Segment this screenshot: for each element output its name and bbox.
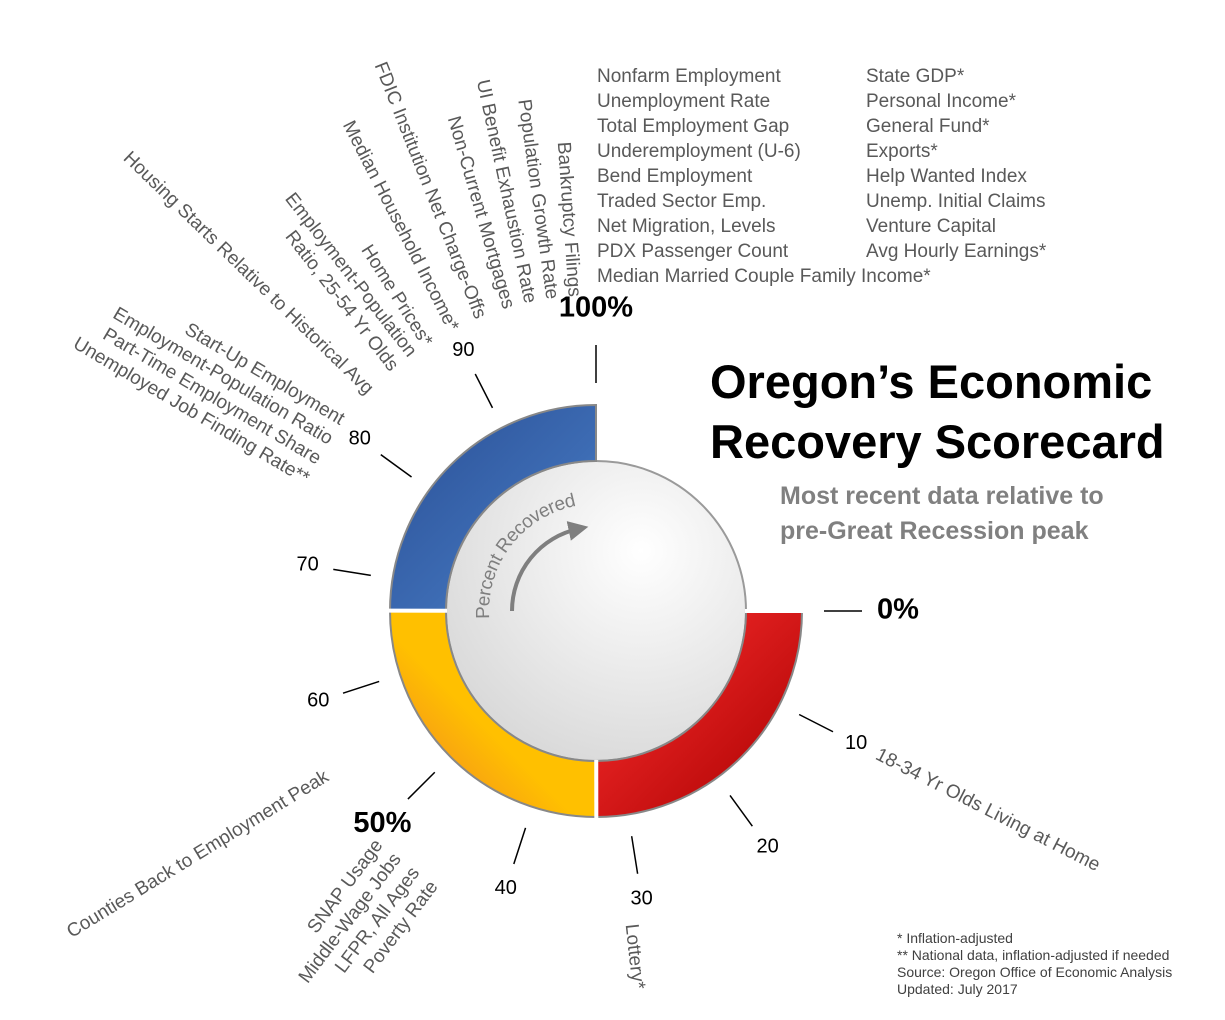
note: ** National data, inflation-adjusted if …: [897, 947, 1169, 963]
tick-label: 0%: [877, 594, 919, 626]
recovered-item: Nonfarm Employment: [597, 66, 781, 87]
recovered-item: Traded Sector Emp.: [597, 191, 766, 212]
tick-label: 10: [845, 732, 867, 754]
recovered-item: Bend Employment: [597, 166, 753, 187]
tick-label: 80: [349, 428, 371, 450]
tick-mark: [380, 454, 412, 478]
tick-label: 20: [757, 836, 779, 858]
tick-label: 90: [452, 339, 474, 361]
recovered-item: State GDP*: [866, 66, 965, 87]
tick-label: 50%: [353, 807, 411, 839]
subtitle-line: Most recent data relative to: [780, 482, 1104, 510]
indicator-label: Counties Back to Employment Peak: [63, 766, 333, 943]
tick-mark: [407, 771, 436, 800]
indicator-label: Lottery*: [621, 923, 649, 991]
tick-mark: [630, 836, 639, 874]
recovered-item: Help Wanted Index: [866, 166, 1027, 187]
recovered-item: Unemployment Rate: [597, 91, 770, 112]
title-line: Oregon’s Economic: [710, 355, 1152, 408]
recovered-item: Total Employment Gap: [597, 116, 789, 137]
recovered-item: Avg Hourly Earnings*: [866, 241, 1047, 262]
ring-segment: [388, 403, 597, 612]
title-line: Recovery Scorecard: [710, 415, 1165, 468]
tick-label: 70: [296, 554, 318, 576]
note: Source: Oregon Office of Economic Analys…: [897, 964, 1172, 980]
recovered-item: Venture Capital: [866, 216, 996, 237]
titles: Oregon’s Economic Recovery Scorecard Mos…: [710, 355, 1165, 545]
indicator: 18-34 Yr Olds Living at Home: [872, 744, 1103, 876]
recovered-item: Exports*: [866, 141, 938, 162]
tick-label: 60: [307, 690, 329, 712]
recovered-item: Personal Income*: [866, 91, 1017, 112]
subtitle-line: pre-Great Recession peak: [780, 517, 1089, 545]
tick-label: 100%: [559, 292, 633, 324]
tick-mark: [729, 795, 753, 827]
recovered-item: PDX Passenger Count: [597, 241, 789, 262]
indicator: Lottery*: [621, 923, 649, 991]
tick-mark: [333, 568, 371, 577]
recovered-item: Net Migration, Levels: [597, 216, 775, 237]
recovered-item: Unemp. Initial Claims: [866, 191, 1046, 212]
tick-mark: [513, 827, 527, 865]
indicator: Counties Back to Employment Peak: [63, 766, 333, 943]
tick-mark: [798, 713, 834, 733]
tick-mark: [474, 373, 494, 409]
tick-label: 40: [495, 877, 517, 899]
axis-arrow: [510, 521, 589, 612]
recovered-item: Median Married Couple Family Income*: [597, 266, 931, 287]
recovered-item: General Fund*: [866, 116, 990, 137]
recovered-item: Underemployment (U-6): [597, 141, 801, 162]
note: Updated: July 2017: [897, 981, 1018, 997]
note: * Inflation-adjusted: [897, 930, 1013, 946]
tick-mark: [342, 680, 380, 694]
indicator-label: 18-34 Yr Olds Living at Home: [872, 744, 1103, 876]
tick-label: 30: [631, 888, 653, 910]
indicator: Start-Up EmploymentEmployment-Population…: [69, 303, 348, 489]
